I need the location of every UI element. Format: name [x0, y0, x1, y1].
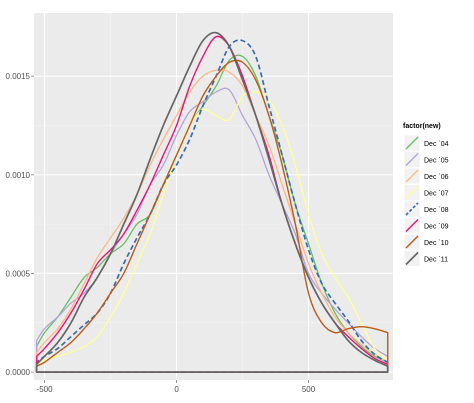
- legend-item: Dec `09: [403, 217, 449, 234]
- legend-swatch: [405, 251, 419, 266]
- legend-label: Dec `11: [424, 257, 448, 264]
- legend-swatch: [405, 186, 419, 199]
- y-tick-label: 0.0010: [6, 171, 31, 180]
- x-tick-label: 500: [302, 385, 316, 394]
- legend-item: Dec `10: [403, 233, 449, 251]
- legend-item: Dec `04: [403, 134, 449, 152]
- legend-swatch: [405, 235, 419, 249]
- legend-label: Dec `10: [424, 240, 449, 247]
- y-tick-label: 0.0015: [6, 72, 31, 81]
- legend-label: Dec `08: [424, 207, 449, 214]
- x-tick-label: -500: [37, 385, 54, 394]
- legend-item: Dec `06: [403, 167, 449, 185]
- legend-item: Dec `07: [403, 184, 449, 201]
- legend-swatch: [405, 169, 419, 183]
- legend-item: Dec `11: [403, 250, 448, 267]
- legend-label: Dec `06: [424, 174, 449, 181]
- x-tick-label: 0: [174, 385, 179, 394]
- legend-swatch: [405, 136, 419, 150]
- density-line-series-5: [35, 39, 389, 373]
- y-tick-label: 0.0000: [6, 368, 31, 377]
- density-line-series-8: [35, 31, 389, 373]
- legend: factor(new) Dec `04 Dec `05 Dec `06 Dec `07 D…: [403, 123, 449, 267]
- legend-item: Dec `08: [403, 200, 449, 218]
- legend-swatch: [405, 153, 419, 166]
- axes: -500 0 500 0.0000 0.0005 0.0010 0.0015: [6, 72, 316, 394]
- density-line-series-4: [35, 90, 389, 373]
- legend-label: Dec `04: [424, 141, 449, 148]
- legend-label: Dec `05: [424, 158, 449, 165]
- density-line-series-7: [35, 59, 389, 373]
- legend-label: Dec `09: [424, 224, 449, 231]
- legend-item: Dec `05: [403, 151, 449, 168]
- series-layer: [35, 31, 389, 373]
- legend-title: factor(new): [403, 123, 441, 130]
- legend-swatch: [405, 202, 419, 216]
- legend-label: Dec `07: [424, 191, 449, 198]
- y-tick-label: 0.0005: [6, 269, 31, 278]
- density-line-series-3: [35, 69, 389, 373]
- legend-swatch: [405, 219, 419, 232]
